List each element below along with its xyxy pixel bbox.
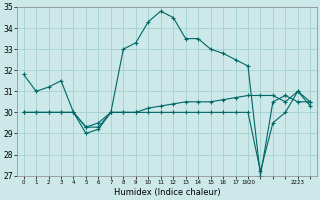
X-axis label: Humidex (Indice chaleur): Humidex (Indice chaleur) — [114, 188, 220, 197]
